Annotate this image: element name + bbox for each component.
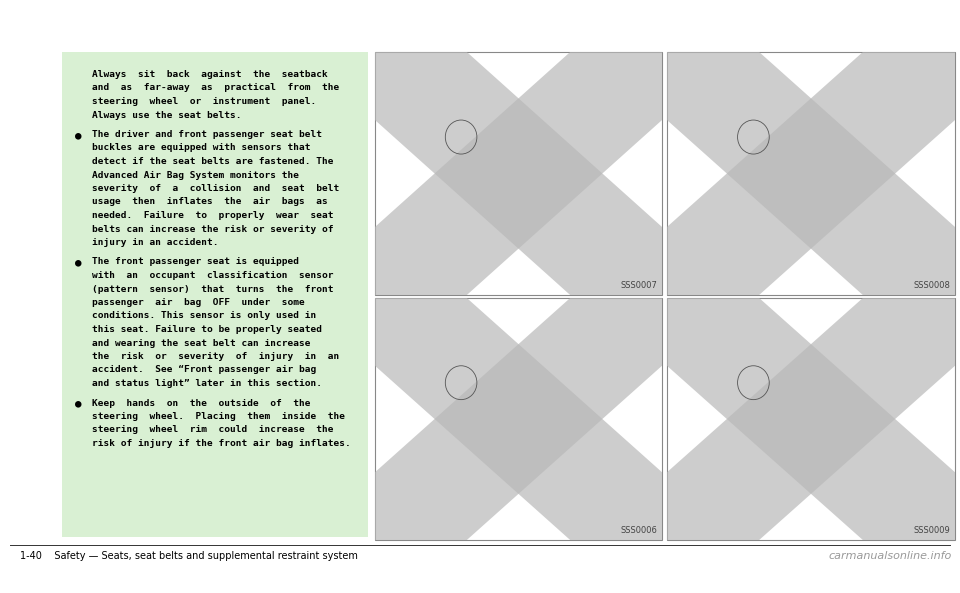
Text: (pattern  sensor)  that  turns  the  front: (pattern sensor) that turns the front <box>92 285 333 294</box>
Bar <box>667 298 955 540</box>
Text: Always use the seat belts.: Always use the seat belts. <box>92 110 242 120</box>
Text: and wearing the seat belt can increase: and wearing the seat belt can increase <box>92 339 310 347</box>
Text: Always  sit  back  against  the  seatback: Always sit back against the seatback <box>92 70 327 79</box>
Bar <box>375 298 662 540</box>
Text: buckles are equipped with sensors that: buckles are equipped with sensors that <box>92 144 310 152</box>
Text: this seat. Failure to be properly seated: this seat. Failure to be properly seated <box>92 325 322 334</box>
Polygon shape <box>375 52 662 295</box>
Text: usage  then  inflates  the  air  bags  as: usage then inflates the air bags as <box>92 197 327 206</box>
Polygon shape <box>375 52 662 295</box>
Text: steering  wheel  rim  could  increase  the: steering wheel rim could increase the <box>92 426 333 435</box>
Text: conditions. This sensor is only used in: conditions. This sensor is only used in <box>92 311 316 320</box>
Text: Advanced Air Bag System monitors the: Advanced Air Bag System monitors the <box>92 171 299 180</box>
Polygon shape <box>667 298 955 540</box>
Text: accident.  See “Front passenger air bag: accident. See “Front passenger air bag <box>92 365 316 375</box>
Text: carmanualsonline.info: carmanualsonline.info <box>828 551 952 561</box>
Text: SSS0009: SSS0009 <box>913 526 950 535</box>
Text: ●: ● <box>75 130 82 140</box>
Text: SSS0006: SSS0006 <box>620 526 657 535</box>
Text: ●: ● <box>75 257 82 267</box>
Text: passenger  air  bag  OFF  under  some: passenger air bag OFF under some <box>92 298 304 307</box>
Text: The driver and front passenger seat belt: The driver and front passenger seat belt <box>92 130 322 139</box>
Polygon shape <box>667 52 955 295</box>
Polygon shape <box>375 298 662 540</box>
Text: risk of injury if the front air bag inflates.: risk of injury if the front air bag infl… <box>92 439 350 448</box>
Text: SSS0008: SSS0008 <box>913 281 950 290</box>
Text: severity  of  a  collision  and  seat  belt: severity of a collision and seat belt <box>92 184 339 193</box>
Text: steering  wheel.  Placing  them  inside  the: steering wheel. Placing them inside the <box>92 412 345 421</box>
Polygon shape <box>667 298 955 540</box>
Text: Keep  hands  on  the  outside  of  the: Keep hands on the outside of the <box>92 398 310 407</box>
Polygon shape <box>667 52 955 295</box>
Text: needed.  Failure  to  properly  wear  seat: needed. Failure to properly wear seat <box>92 211 333 220</box>
Bar <box>62 52 368 537</box>
Bar <box>667 52 955 295</box>
Polygon shape <box>375 298 662 540</box>
Text: the  risk  or  severity  of  injury  in  an: the risk or severity of injury in an <box>92 352 339 361</box>
Text: SSS0007: SSS0007 <box>620 281 657 290</box>
Text: The front passenger seat is equipped: The front passenger seat is equipped <box>92 257 299 266</box>
Text: with  an  occupant  classification  sensor: with an occupant classification sensor <box>92 271 333 280</box>
Text: and status light” later in this section.: and status light” later in this section. <box>92 379 322 388</box>
Bar <box>375 52 662 295</box>
Text: detect if the seat belts are fastened. The: detect if the seat belts are fastened. T… <box>92 157 333 166</box>
Text: steering  wheel  or  instrument  panel.: steering wheel or instrument panel. <box>92 97 316 106</box>
Text: 1-40    Safety — Seats, seat belts and supplemental restraint system: 1-40 Safety — Seats, seat belts and supp… <box>20 551 358 561</box>
Text: and  as  far-away  as  practical  from  the: and as far-away as practical from the <box>92 84 339 93</box>
Text: injury in an accident.: injury in an accident. <box>92 238 219 247</box>
Text: belts can increase the risk or severity of: belts can increase the risk or severity … <box>92 225 333 234</box>
Text: ●: ● <box>75 398 82 409</box>
